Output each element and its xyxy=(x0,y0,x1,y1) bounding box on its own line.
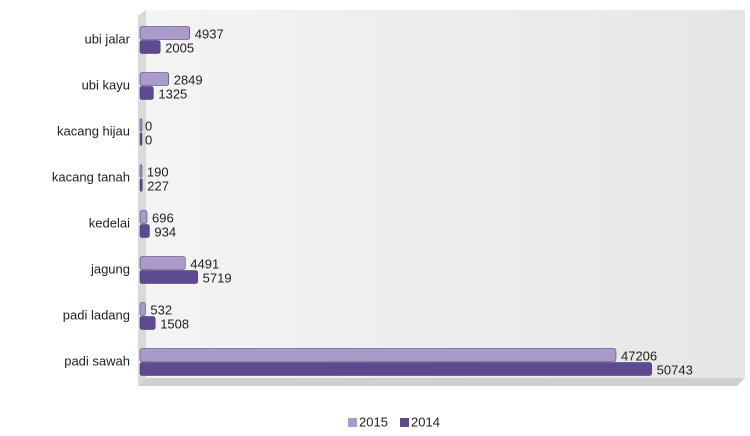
value-label: 2849 xyxy=(174,72,203,87)
value-label: 50743 xyxy=(657,362,693,377)
legend-swatch xyxy=(400,418,409,427)
plot-floor xyxy=(138,378,745,386)
y-tick-label: kacang hijau xyxy=(57,123,130,138)
y-tick-label: ubi jalar xyxy=(84,31,130,46)
y-tick-label: kedelai xyxy=(89,215,130,230)
y-tick-label: jagung xyxy=(90,261,130,276)
bar xyxy=(139,40,161,54)
bar xyxy=(139,224,150,238)
bar xyxy=(139,26,191,40)
bar xyxy=(139,270,198,284)
value-label: 0 xyxy=(145,132,152,147)
bar xyxy=(139,178,143,192)
value-label: 47206 xyxy=(621,348,657,363)
bar xyxy=(139,302,146,316)
y-tick-label: kacang tanah xyxy=(52,169,130,184)
value-label: 4491 xyxy=(190,256,219,271)
bar xyxy=(139,348,617,362)
value-label: 0 xyxy=(145,118,152,133)
value-label: 4937 xyxy=(195,26,224,41)
bar xyxy=(139,256,186,270)
bar xyxy=(139,72,169,86)
bar xyxy=(139,316,156,330)
value-label: 2005 xyxy=(165,40,194,55)
y-tick-label: padi ladang xyxy=(63,307,130,322)
plot-wall xyxy=(146,10,745,378)
value-label: 1508 xyxy=(160,316,189,331)
bar xyxy=(139,164,143,178)
y-tick-label: padi sawah xyxy=(64,353,130,368)
legend-label: 2015 xyxy=(359,414,388,429)
value-label: 5719 xyxy=(203,270,232,285)
value-label: 227 xyxy=(147,178,169,193)
value-label: 696 xyxy=(152,210,174,225)
plot-side xyxy=(138,10,146,386)
bar xyxy=(139,210,148,224)
bar xyxy=(139,132,143,146)
bar xyxy=(139,118,143,132)
value-label: 190 xyxy=(147,164,169,179)
bar xyxy=(139,86,154,100)
legend-swatch xyxy=(348,418,357,427)
value-label: 1325 xyxy=(158,86,187,101)
bar xyxy=(139,362,652,376)
value-label: 532 xyxy=(150,302,172,317)
y-tick-label: ubi kayu xyxy=(82,77,130,92)
legend-label: 2014 xyxy=(411,414,440,429)
value-label: 934 xyxy=(154,224,176,239)
